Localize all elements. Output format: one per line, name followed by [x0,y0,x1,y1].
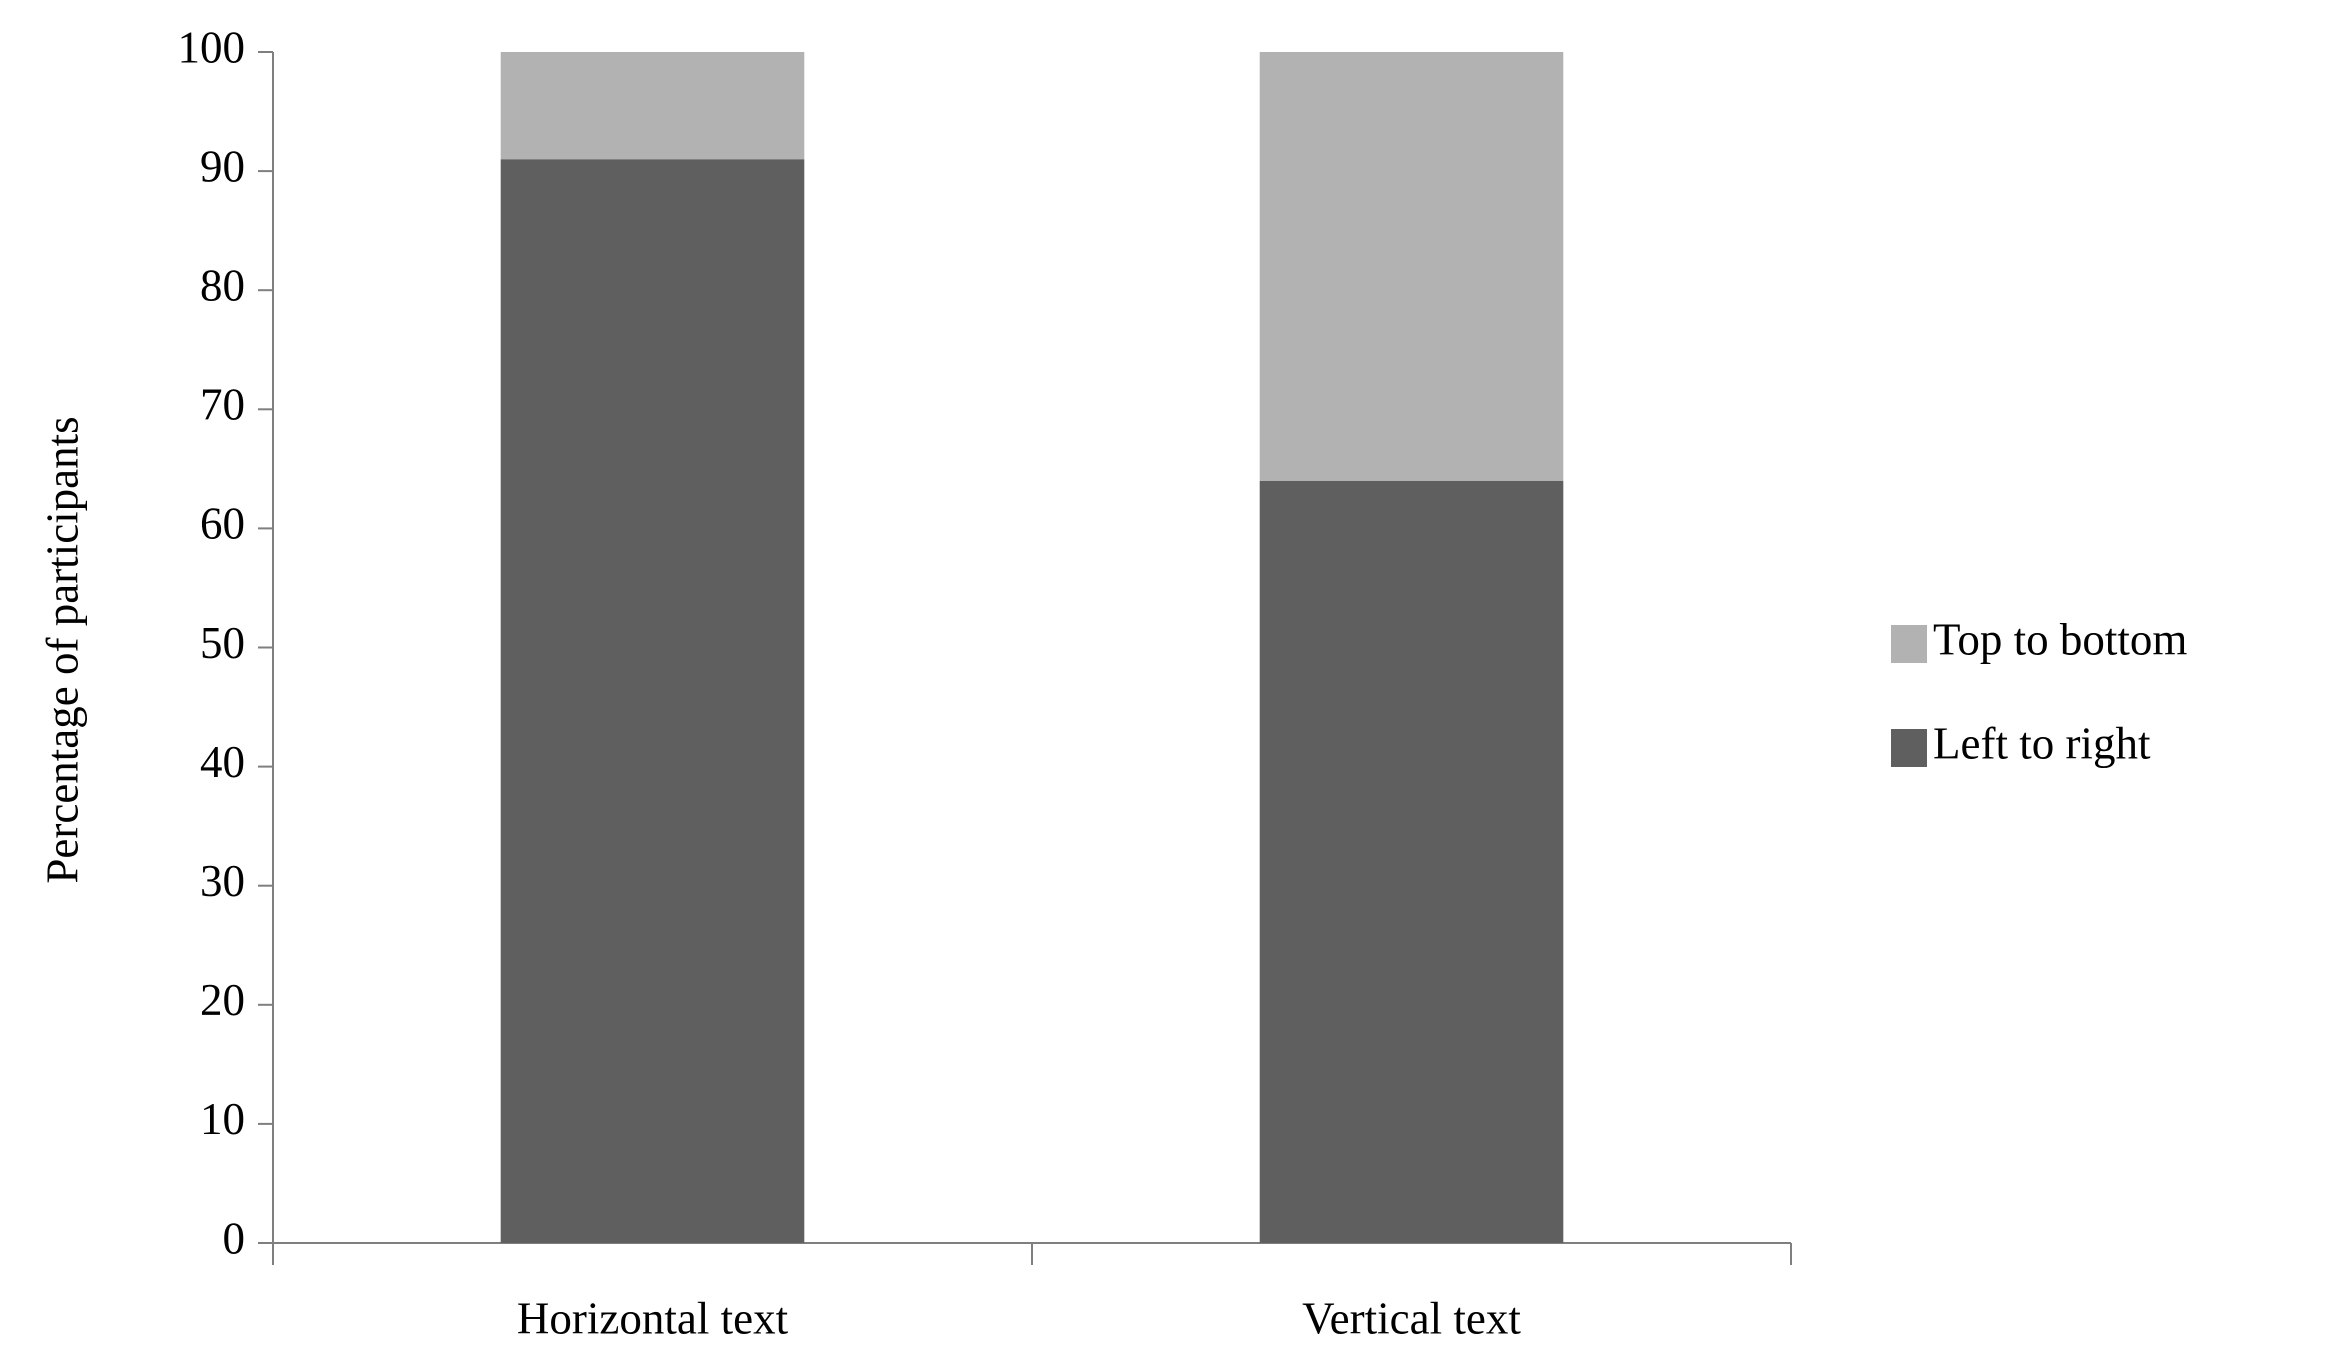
y-tick-label: 20 [200,975,245,1025]
y-tick-label: 50 [200,618,245,668]
y-tick-label: 90 [200,141,245,191]
x-tick-label: Vertical text [1302,1293,1521,1343]
legend-label: Left to right [1933,718,2151,768]
y-tick-label: 10 [200,1094,245,1144]
legend-label: Top to bottom [1933,614,2187,664]
y-tick-label: 30 [200,856,245,906]
y-tick-label: 60 [200,499,245,549]
x-tick-label: Horizontal text [517,1293,789,1343]
bar-segment [1259,52,1564,481]
legend-swatch [1891,729,1927,767]
y-tick-label: 100 [178,22,246,72]
y-tick-label: 0 [223,1213,246,1263]
y-axis-label: Percentage of participants [37,416,87,883]
bar-segment [500,159,805,1244]
y-tick-label: 80 [200,261,245,311]
bar-segment [500,52,805,160]
y-tick-label: 70 [200,380,245,430]
bar-segment [1259,480,1564,1243]
legend-swatch [1891,625,1927,663]
y-tick-label: 40 [200,737,245,787]
